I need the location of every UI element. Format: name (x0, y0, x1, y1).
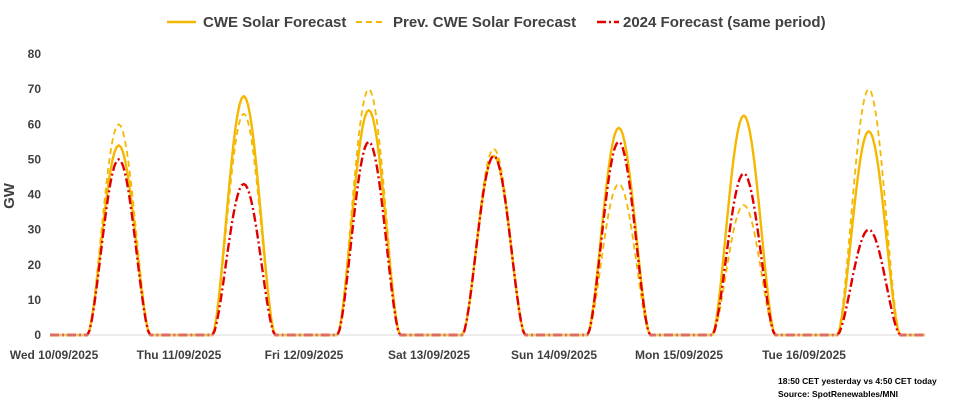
legend-label-prev-cwe: Prev. CWE Solar Forecast (393, 14, 576, 31)
y-tick-label: 50 (28, 152, 42, 166)
x-tick-label: Sat 13/09/2025 (388, 348, 470, 362)
series-line-dashed (50, 88, 925, 336)
x-tick-label: Tue 16/09/2025 (762, 348, 846, 362)
y-axis-ticks: 0 10 20 30 40 50 60 70 80 (28, 47, 42, 342)
x-tick-label: Wed 10/09/2025 (10, 348, 99, 362)
x-axis-ticks: Wed 10/09/2025 Thu 11/09/2025 Fri 12/09/20… (10, 348, 846, 362)
legend: CWE Solar Forecast Prev. CWE Solar Forec… (167, 14, 826, 31)
x-tick-label: Thu 11/09/2025 (137, 348, 222, 362)
legend-label-cwe: CWE Solar Forecast (203, 14, 346, 31)
y-tick-label: 70 (28, 82, 42, 96)
note-source: Source: SpotRenewables/MNI (778, 389, 898, 399)
y-tick-label: 20 (28, 258, 42, 272)
x-tick-label: Mon 15/09/2025 (635, 348, 723, 362)
y-tick-label: 30 (28, 223, 42, 237)
x-tick-label: Sun 14/09/2025 (511, 348, 597, 362)
x-tick-label: Fri 12/09/2025 (265, 348, 344, 362)
y-axis-title: GW (1, 182, 18, 209)
legend-label-2024: 2024 Forecast (same period) (623, 14, 826, 31)
y-tick-label: 10 (28, 293, 42, 307)
y-tick-label: 60 (28, 117, 42, 131)
y-tick-label: 0 (34, 328, 41, 342)
y-tick-label: 80 (28, 47, 42, 61)
y-tick-label: 40 (28, 188, 42, 202)
note-timestamp: 18:50 CET yesterday vs 4:50 CET today (778, 376, 937, 386)
series-line-solid (50, 94, 925, 337)
series-layer (50, 88, 925, 337)
